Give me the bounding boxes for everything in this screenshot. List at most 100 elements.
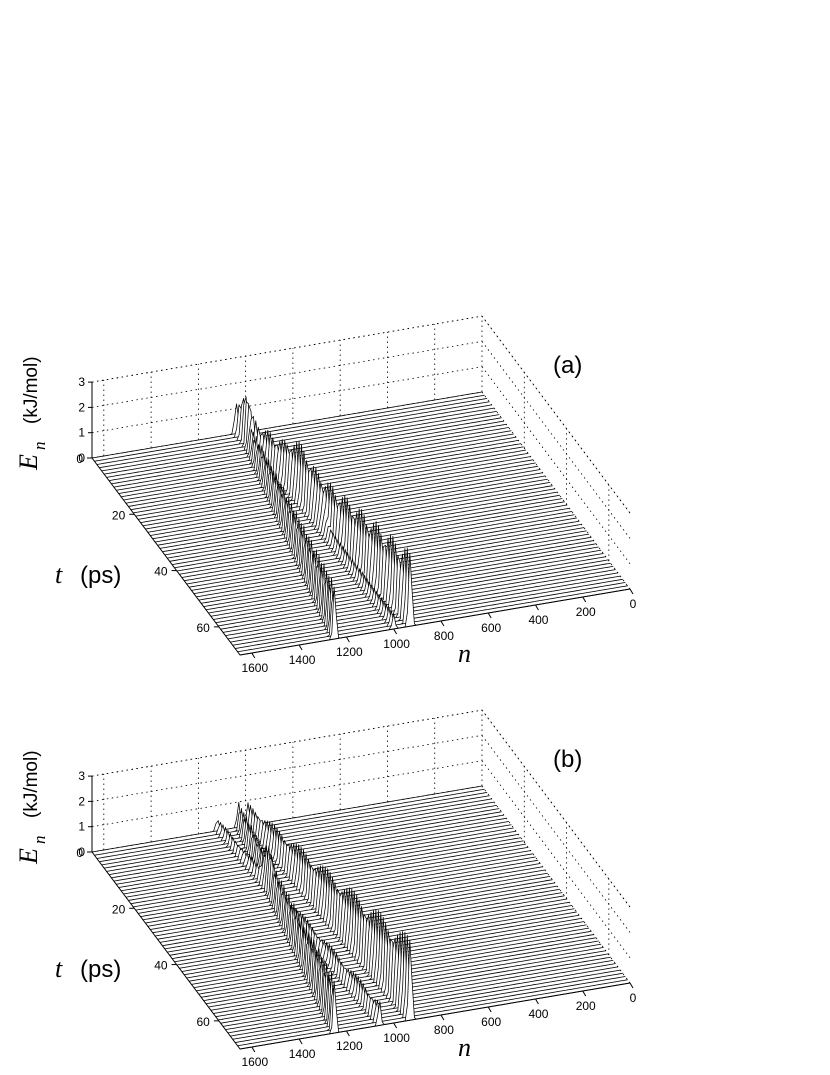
t-tick-label: 40 (154, 959, 168, 973)
n-tick-label: 0 (630, 991, 637, 1005)
trace-line (128, 834, 519, 901)
n-tick-label: 600 (481, 1015, 501, 1029)
n-tick-label: 1400 (289, 653, 316, 667)
trace-line (101, 798, 493, 866)
t-tick-label: 60 (196, 621, 210, 635)
n-tick-label: 400 (528, 613, 548, 627)
trace-line (130, 439, 522, 511)
trace-line (154, 467, 546, 543)
n-tick-label: 1200 (336, 1039, 363, 1053)
grid-line-z (91, 735, 483, 802)
n-tick-label: 1600 (241, 661, 268, 675)
trace-line (91, 785, 483, 853)
trace-line (113, 420, 505, 488)
trace-line (147, 444, 539, 533)
trace-line (120, 824, 512, 892)
z-axis-label-sub: n (30, 836, 49, 845)
n-tick-label: 200 (576, 605, 596, 619)
z-tick-label: 2 (78, 794, 85, 808)
n-tick-mark (629, 982, 634, 989)
trace-line (123, 433, 514, 501)
n-tick-mark (298, 1038, 303, 1045)
trace-line (125, 830, 517, 898)
trace-line (98, 396, 490, 469)
trace-line (140, 846, 531, 917)
trace-line (157, 465, 548, 546)
trace-line (123, 827, 514, 895)
n-tick-mark (487, 1006, 492, 1013)
panel-label: (a) (553, 352, 582, 379)
n-tick-label: 0 (630, 597, 637, 611)
z-tick-label: 2 (78, 400, 85, 414)
n-tick-label: 200 (576, 999, 596, 1013)
trace-line (98, 795, 490, 863)
trace-line (135, 444, 527, 517)
trace-line (125, 436, 517, 504)
n-axis (239, 982, 631, 1050)
grid-line-z (481, 341, 631, 539)
n-tick-label: 1000 (383, 637, 410, 651)
y-axis-label-unit: (ps) (80, 956, 121, 983)
trace-line (135, 843, 527, 911)
trace-line (229, 555, 621, 643)
z-axis-label: E n (kJ/mol) (14, 750, 49, 865)
grid-line-z (91, 341, 483, 408)
y-axis-label: t (ps) (55, 560, 121, 589)
z-tick-label: 1 (78, 426, 85, 440)
t-tick-label: 0 (76, 452, 83, 466)
trace-line (118, 427, 510, 494)
t-tick-label: 0 (76, 846, 83, 860)
trace-line (145, 853, 536, 924)
y-axis-label-var: t (55, 954, 63, 983)
n-tick-mark (487, 612, 492, 619)
trace-line (103, 801, 495, 869)
panel-b: 0123020406016001400120010008006004002000… (14, 709, 637, 1069)
trace-line (94, 394, 485, 462)
grid-line-z (481, 391, 631, 590)
trace-line (91, 391, 483, 459)
t-tick-label: 40 (154, 565, 168, 579)
n-tick-mark (535, 604, 539, 611)
x-axis-label: n (458, 639, 471, 668)
trace-line (225, 937, 616, 1030)
trace-line (108, 414, 500, 481)
trace-line (142, 441, 534, 527)
grid-line-z (481, 709, 631, 908)
trace-line (132, 440, 524, 514)
y-axis-label-var: t (55, 560, 63, 589)
grid-top-edge (91, 315, 631, 514)
trace-line (106, 805, 497, 872)
trace-line (171, 482, 563, 565)
n-tick-mark (582, 596, 587, 603)
trace-line (137, 449, 529, 520)
z-axis-label-main: E (14, 454, 43, 471)
trace-line (145, 440, 536, 530)
z-axis-label-sub: n (30, 442, 49, 451)
z-axis-label-unit: (kJ/mol) (21, 750, 42, 818)
trace-line (96, 792, 488, 859)
trace-line (137, 844, 529, 914)
n-tick-mark (393, 1022, 398, 1029)
grid-line-z (481, 315, 631, 514)
n-tick-mark (393, 628, 398, 635)
trace-line (115, 817, 507, 885)
trace-line (229, 931, 621, 1037)
trace-line (217, 544, 609, 627)
z-tick-label: 1 (78, 820, 85, 834)
n-tick-mark (251, 652, 256, 659)
n-tick-label: 1600 (241, 1055, 268, 1069)
n-tick-label: 1000 (383, 1031, 410, 1045)
trace-line (115, 423, 507, 491)
trace-line (152, 460, 544, 540)
n-tick-mark (345, 636, 350, 643)
trace-line (149, 450, 541, 536)
n-tick-label: 800 (434, 1023, 454, 1037)
n-tick-mark (440, 620, 445, 627)
trace-line (237, 547, 628, 653)
trace-line (217, 922, 609, 1021)
trace-line (111, 811, 502, 879)
grid-line-z (91, 760, 483, 828)
n-tick-mark (251, 1046, 256, 1053)
grid-line-z (481, 735, 631, 933)
